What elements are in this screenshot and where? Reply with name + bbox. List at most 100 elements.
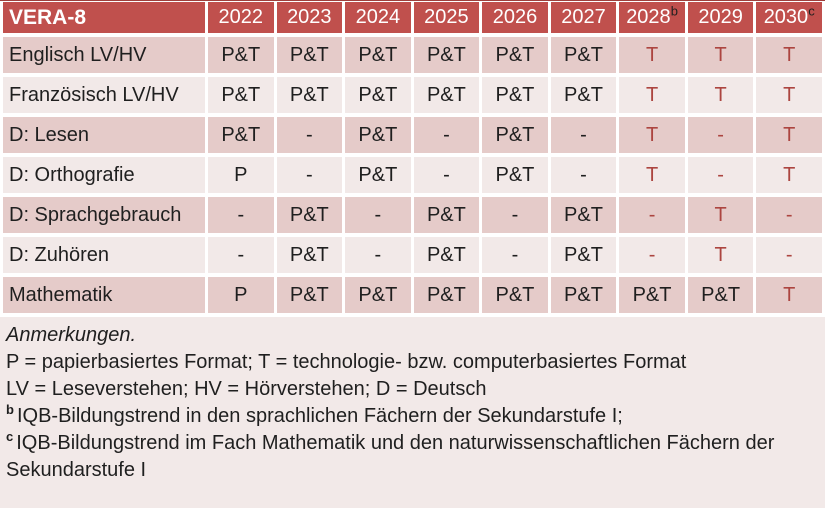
table-cell: P&T [550,237,617,273]
table-cell: P&T [345,37,411,73]
table-cell: P&T [276,197,343,233]
table-row: D: Lesen P&T - P&T - P&T - T - T [3,117,822,153]
table-row: D: Orthografie P - P&T - P&T - T - T [3,157,822,193]
table-cell: P [208,157,274,193]
note-text: IQB-Bildungstrend in den sprachlichen Fä… [16,405,623,427]
table-cell: P&T [550,77,617,113]
notes-heading: Anmerkungen. [6,324,137,346]
year-header-2026: 2026 [482,2,548,33]
table-cell: T [687,237,754,273]
table-cell: - [619,197,685,233]
table-cell: T [687,37,754,73]
table-cell: - [413,157,480,193]
table-cell: - [208,237,274,273]
table-cell: P&T [687,277,754,313]
table-cell: P&T [345,117,411,153]
table-cell: P [208,277,274,313]
year-header-2024: 2024 [345,2,411,33]
note-line-formats: P = papierbasiertes Format; T = technolo… [6,349,799,376]
notes: Anmerkungen. P = papierbasiertes Format;… [0,317,825,508]
table-cell: P&T [413,277,480,313]
table-cell: - [345,197,411,233]
table-cell: P&T [345,77,411,113]
table-header: VERA-8 2022 2023 2024 2025 2026 2027 2028b 2029… [3,2,822,33]
row-label: D: Sprachgebrauch [3,197,205,233]
table-cell: T [756,77,822,113]
table-cell: - [208,197,274,233]
year-header-2022: 2022 [208,2,274,33]
note-line-footnote-c: c IQB-Bildungstrend im Fach Mathematik un… [6,430,799,484]
year-header-2029: 2029 [687,2,754,33]
table-cell: P&T [550,197,617,233]
table-cell: P&T [208,37,274,73]
table-cell: - [687,117,754,153]
note-text: LV = Leseverstehen; HV = Hörverstehen; D… [6,378,487,400]
note-line-abbreviations: LV = Leseverstehen; HV = Hörverstehen; D… [6,376,799,403]
table-row: Französisch LV/HV P&T P&T P&T P&T P&T P&T T T T [3,77,822,113]
table-cell: T [619,77,685,113]
table-cell: - [482,237,548,273]
table-body: Englisch LV/HV P&T P&T P&T P&T P&T P&T T T T Franz… [3,37,822,313]
table-cell: T [619,157,685,193]
table-cell: T [619,37,685,73]
row-label: Französisch LV/HV [3,77,205,113]
table-cell: P&T [413,37,480,73]
table-cell: - [345,237,411,273]
table-cell: P&T [208,77,274,113]
table-cell: P&T [345,277,411,313]
table-cell: - [413,117,480,153]
table-cell: - [276,157,343,193]
table-cell: - [619,237,685,273]
table-row: D: Zuhören - P&T - P&T - P&T - T - [3,237,822,273]
table-cell: P&T [482,117,548,153]
footnote-marker-c: c [6,429,14,445]
row-label: Englisch LV/HV [3,37,205,73]
table-cell: P&T [413,197,480,233]
table-cell: P&T [482,77,548,113]
vera8-table: VERA-8 2022 2023 2024 2025 2026 2027 2028b 2029… [3,2,822,313]
note-text: P = papierbasiertes Format; T = technolo… [6,351,687,373]
table-cell: T [687,77,754,113]
year-header-2023: 2023 [276,2,343,33]
table-cell: P&T [550,277,617,313]
row-label: Mathematik [3,277,205,313]
table-cell: - [756,237,822,273]
table-cell: - [550,157,617,193]
table-cell: P&T [276,77,343,113]
table-row: D: Sprachgebrauch - P&T - P&T - P&T - T - [3,197,822,233]
table-header-row: VERA-8 2022 2023 2024 2025 2026 2027 2028b 2029… [3,2,822,33]
table-cell: T [756,117,822,153]
table-cell: P&T [482,157,548,193]
footnote-marker-c: c [808,3,815,19]
table-cell: P&T [276,237,343,273]
table-cell: P&T [619,277,685,313]
row-label: D: Orthografie [3,157,205,193]
table-cell: P&T [413,237,480,273]
table-cell: T [619,117,685,153]
table-cell: T [756,277,822,313]
table-row: Mathematik P P&T P&T P&T P&T P&T P&T P&T T [3,277,822,313]
table-title-cell: VERA-8 [3,2,205,33]
year-header-2025: 2025 [413,2,480,33]
table-cell: T [756,157,822,193]
table-cell: P&T [550,37,617,73]
table-cell: P&T [276,37,343,73]
year-header-2030: 2030c [756,2,822,33]
table-cell: T [687,197,754,233]
footnote-marker-b: b [670,3,678,19]
table-cell: P&T [276,277,343,313]
table-cell: P&T [482,277,548,313]
table-cell: - [276,117,343,153]
footnote-marker-b: b [6,402,14,418]
year-header-2027: 2027 [550,2,617,33]
table-cell: P&T [208,117,274,153]
note-line-footnote-b: b IQB-Bildungstrend in den sprachlichen F… [6,403,799,430]
table-cell: - [550,117,617,153]
table-top-border [0,0,825,1]
table-cell: T [756,37,822,73]
note-text: IQB-Bildungstrend im Fach Mathematik und… [6,432,775,481]
row-label: D: Zuhören [3,237,205,273]
table-cell: - [687,157,754,193]
row-label: D: Lesen [3,117,205,153]
table-cell: - [756,197,822,233]
